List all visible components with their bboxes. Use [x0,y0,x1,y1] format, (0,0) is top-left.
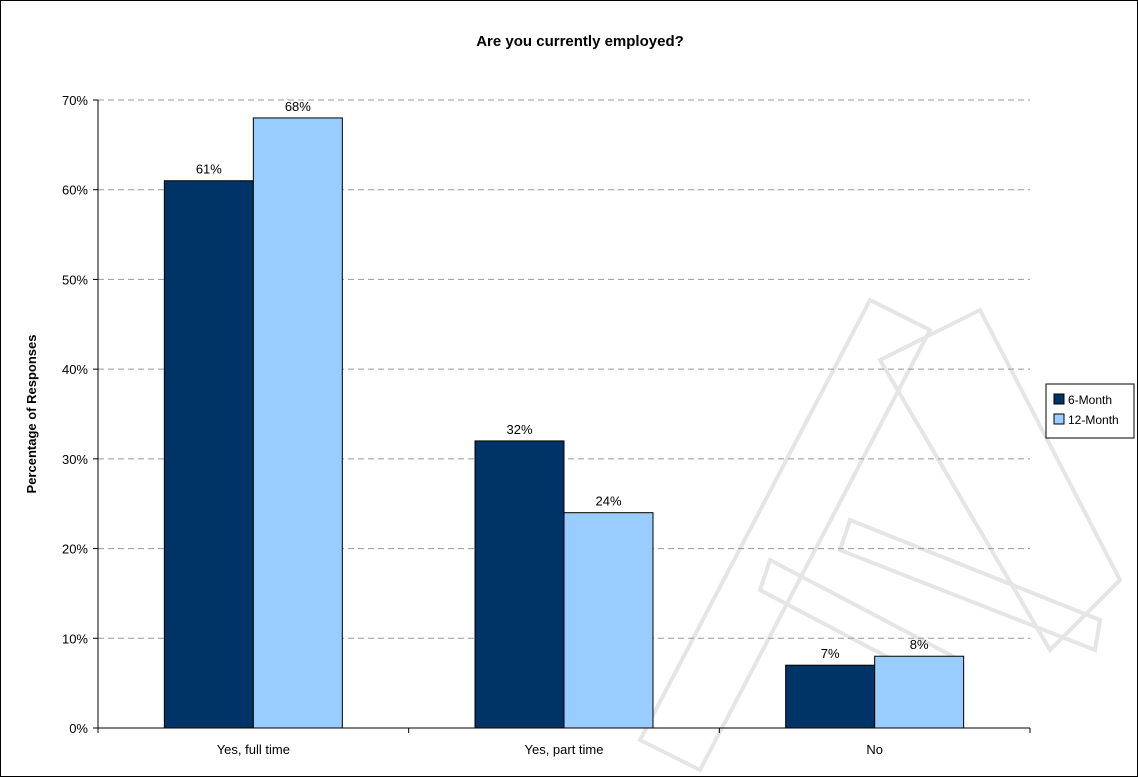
x-axis-ticks: Yes, full time Yes, part time No [97,728,1031,757]
bar [785,664,876,729]
bar-value-label: 7% [821,646,840,661]
x-tick-label: Yes, part time [524,742,603,757]
bar [874,655,965,729]
y-axis-ticks: 0% 10% 20% 30% 40% 50% 60% 70% [62,93,98,736]
bar-value-label: 8% [910,637,929,652]
bar [252,117,343,729]
legend-box [1045,383,1135,439]
legend-swatch [1053,413,1065,425]
y-tick-label: 50% [62,272,88,287]
y-tick-label: 70% [62,93,88,108]
y-tick-label: 0% [69,721,88,736]
x-tick-label: No [866,742,883,757]
legend: 6-Month 12-Month [1045,383,1135,439]
bar-labels: 61% 68% 32% 24% 7% 8% [196,99,929,661]
x-tick-label: Yes, full time [217,742,290,757]
legend-swatch [1053,393,1065,405]
bar [563,512,654,729]
legend-label: 6-Month [1068,393,1112,407]
y-tick-label: 60% [62,183,88,198]
y-axis-label: Percentage of Responses [24,335,39,494]
bar-value-label: 24% [595,494,621,509]
bar-value-label: 68% [285,99,311,114]
legend-label: 12-Month [1068,413,1119,427]
y-tick-label: 30% [62,452,88,467]
y-tick-label: 20% [62,542,88,557]
axes [97,100,1030,729]
bar [163,180,254,729]
bar-value-label: 61% [196,162,222,177]
chart-title: Are you currently employed? [476,33,684,50]
y-tick-label: 40% [62,362,88,377]
bar-value-label: 32% [506,422,532,437]
bars [163,117,965,729]
y-tick-label: 10% [62,631,88,646]
bar [474,440,565,729]
